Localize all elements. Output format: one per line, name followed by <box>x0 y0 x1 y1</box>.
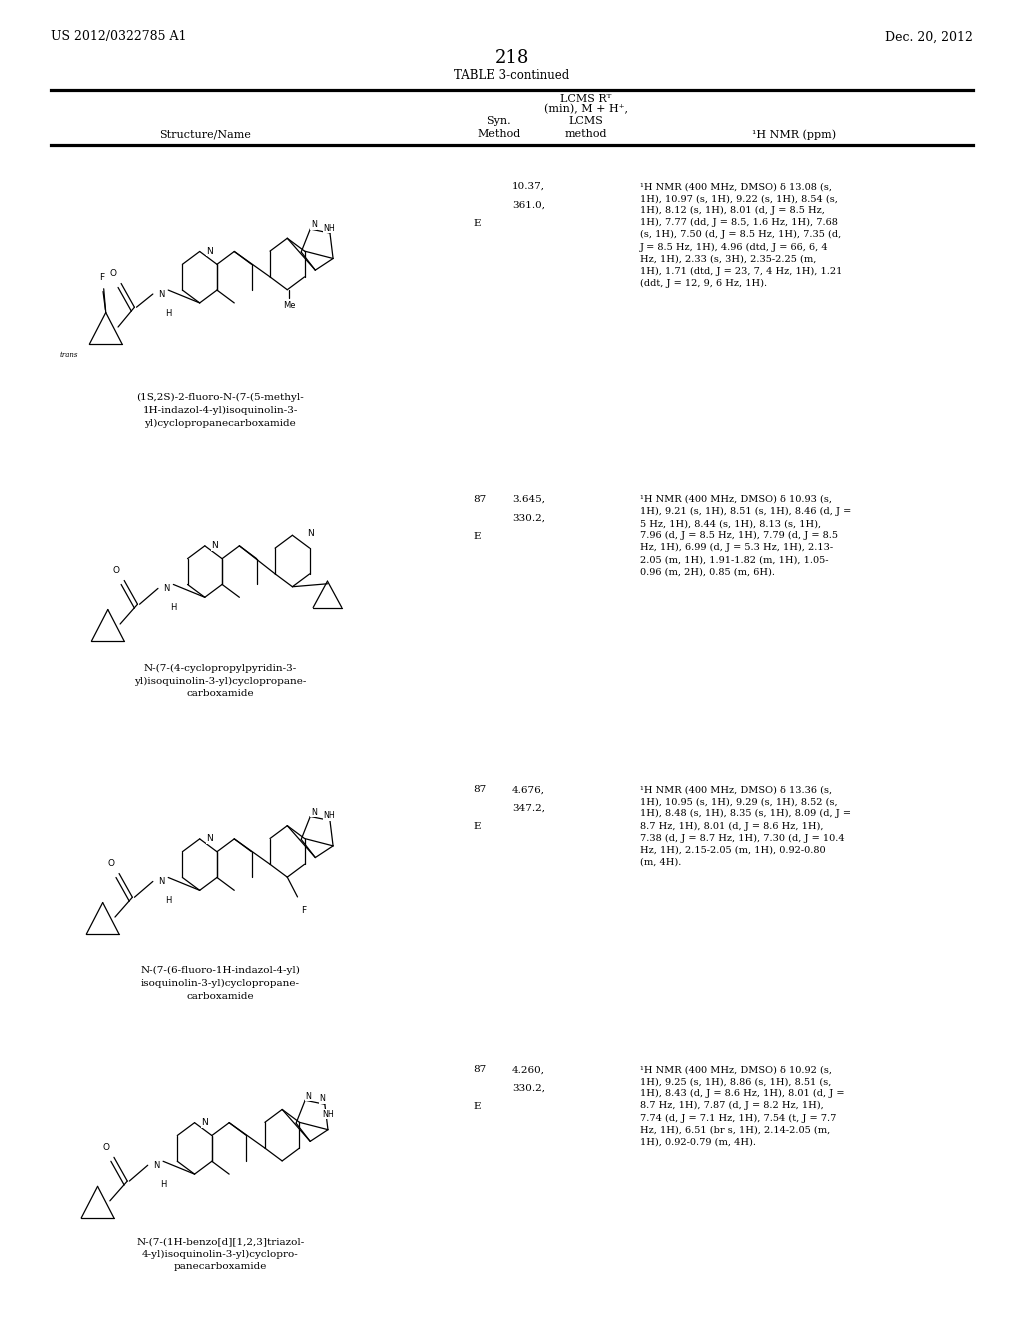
Text: 3.645,: 3.645, <box>512 495 545 504</box>
Text: E: E <box>473 219 480 228</box>
Text: N: N <box>211 541 218 550</box>
Text: US 2012/0322785 A1: US 2012/0322785 A1 <box>51 30 186 44</box>
Text: O: O <box>108 859 115 869</box>
Text: H: H <box>170 603 176 612</box>
Text: LCMS Rᵀ: LCMS Rᵀ <box>560 94 611 104</box>
Text: 330.2,: 330.2, <box>512 1084 545 1093</box>
Text: N: N <box>311 808 316 817</box>
Text: ¹H NMR (400 MHz, DMSO) δ 13.08 (s,
1H), 10.97 (s, 1H), 9.22 (s, 1H), 8.54 (s,
1H: ¹H NMR (400 MHz, DMSO) δ 13.08 (s, 1H), … <box>640 182 843 288</box>
Text: trans: trans <box>59 351 78 359</box>
Text: 87: 87 <box>473 495 486 504</box>
Text: 87: 87 <box>473 785 486 795</box>
Text: NH: NH <box>323 1110 334 1119</box>
Text: ¹H NMR (400 MHz, DMSO) δ 10.92 (s,
1H), 9.25 (s, 1H), 8.86 (s, 1H), 8.51 (s,
1H): ¹H NMR (400 MHz, DMSO) δ 10.92 (s, 1H), … <box>640 1065 845 1146</box>
Text: ¹H NMR (ppm): ¹H NMR (ppm) <box>752 129 836 140</box>
Text: N: N <box>201 1118 208 1127</box>
Text: Me: Me <box>283 301 296 310</box>
Text: N: N <box>206 834 213 843</box>
Text: method: method <box>564 129 607 140</box>
Text: TABLE 3-continued: TABLE 3-continued <box>455 69 569 82</box>
Text: N: N <box>153 1160 159 1170</box>
Text: N: N <box>307 529 313 539</box>
Text: H: H <box>160 1180 166 1189</box>
Text: 330.2,: 330.2, <box>512 513 545 523</box>
Text: 361.0,: 361.0, <box>512 201 545 210</box>
Text: Method: Method <box>477 129 520 140</box>
Text: 4.260,: 4.260, <box>512 1065 545 1074</box>
Text: 218: 218 <box>495 49 529 67</box>
Text: N: N <box>163 583 169 593</box>
Text: E: E <box>473 1102 480 1111</box>
Text: O: O <box>102 1143 110 1152</box>
Text: N-(7-(4-cyclopropylpyridin-3-
yl)isoquinolin-3-yl)cyclopropane-
carboxamide: N-(7-(4-cyclopropylpyridin-3- yl)isoquin… <box>134 664 306 698</box>
Text: 347.2,: 347.2, <box>512 804 545 813</box>
Text: ¹H NMR (400 MHz, DMSO) δ 13.36 (s,
1H), 10.95 (s, 1H), 9.29 (s, 1H), 8.52 (s,
1H: ¹H NMR (400 MHz, DMSO) δ 13.36 (s, 1H), … <box>640 785 851 866</box>
Text: LCMS: LCMS <box>568 116 603 127</box>
Text: H: H <box>165 309 171 318</box>
Text: O: O <box>113 566 120 576</box>
Text: H: H <box>165 896 171 906</box>
Text: Syn.: Syn. <box>486 116 511 127</box>
Text: 4.676,: 4.676, <box>512 785 545 795</box>
Text: N-(7-(1H-benzo[d][1,2,3]triazol-
4-yl)isoquinolin-3-yl)cyclopro-
panecarboxamide: N-(7-(1H-benzo[d][1,2,3]triazol- 4-yl)is… <box>136 1237 304 1271</box>
Text: N: N <box>158 876 164 886</box>
Text: E: E <box>473 532 480 541</box>
Text: Dec. 20, 2012: Dec. 20, 2012 <box>885 30 973 44</box>
Text: 87: 87 <box>473 1065 486 1074</box>
Text: N: N <box>158 289 164 298</box>
Text: N: N <box>306 1092 311 1101</box>
Text: O: O <box>110 269 117 279</box>
Text: N: N <box>311 220 316 230</box>
Text: F: F <box>99 273 104 282</box>
Text: (min), M + H⁺,: (min), M + H⁺, <box>544 104 628 115</box>
Text: (1S,2S)-2-fluoro-N-(7-(5-methyl-
1H-indazol-4-yl)isoquinolin-3-
yl)cyclopropanec: (1S,2S)-2-fluoro-N-(7-(5-methyl- 1H-inda… <box>136 393 304 428</box>
Text: N: N <box>206 247 213 256</box>
Text: E: E <box>473 822 480 832</box>
Text: N: N <box>319 1094 325 1104</box>
Text: ¹H NMR (400 MHz, DMSO) δ 10.93 (s,
1H), 9.21 (s, 1H), 8.51 (s, 1H), 8.46 (d, J =: ¹H NMR (400 MHz, DMSO) δ 10.93 (s, 1H), … <box>640 495 851 576</box>
Text: 10.37,: 10.37, <box>512 182 545 191</box>
Text: F: F <box>302 907 307 915</box>
Text: NH: NH <box>324 812 335 820</box>
Text: NH: NH <box>324 224 335 232</box>
Text: N-(7-(6-fluoro-1H-indazol-4-yl)
isoquinolin-3-yl)cyclopropane-
carboxamide: N-(7-(6-fluoro-1H-indazol-4-yl) isoquino… <box>140 966 300 1001</box>
Text: Structure/Name: Structure/Name <box>159 129 251 140</box>
